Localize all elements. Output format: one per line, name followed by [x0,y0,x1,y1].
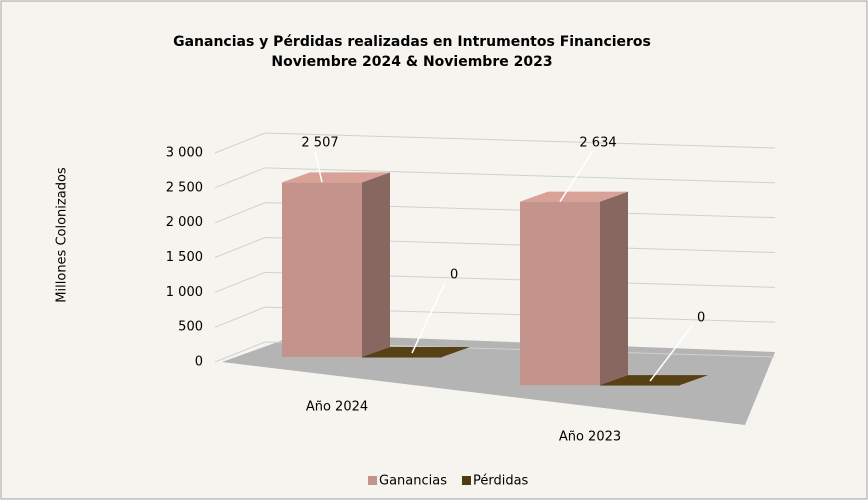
leader-line [559,150,594,202]
y-axis-label: Millones Colonizados [55,167,70,303]
bar-top [600,375,708,386]
bar-front [362,357,442,358]
bar-front [520,201,600,386]
grid-line [214,167,776,189]
data-label: 2 507 [301,136,338,151]
legend-swatch [368,476,377,485]
bar-side [600,191,628,386]
bar-top [520,191,628,202]
legend-label: Pérdidas [473,474,529,489]
data-label: 0 [697,311,705,326]
bar-front [282,182,362,357]
grid-line [214,132,776,154]
y-tick-label: 3 000 [166,146,203,161]
y-tick-label: 500 [178,320,203,335]
leader-line [649,325,693,382]
x-tick-label: Año 2024 [306,400,368,415]
bar-front [600,385,680,386]
y-tick-label: 2 500 [166,180,203,195]
leader-line [314,150,323,183]
legend-label: Ganancias [379,474,447,489]
y-tick-label: 1 500 [166,250,203,265]
data-label: 2 634 [579,136,616,151]
data-label: 0 [450,268,458,283]
y-tick-label: 1 000 [166,285,203,300]
chart-title: Ganancias y Pérdidas realizadas en Intru… [173,34,651,50]
legend-swatch [461,476,471,485]
y-tick-label: 0 [195,355,203,370]
y-tick-label: 2 000 [166,215,203,230]
chart-subtitle: Noviembre 2024 & Noviembre 2023 [271,54,552,70]
bar-top [362,347,470,357]
x-tick-label: Año 2023 [559,430,621,445]
bar-side [362,172,390,357]
leader-line [411,282,446,354]
bar-top [282,172,390,183]
